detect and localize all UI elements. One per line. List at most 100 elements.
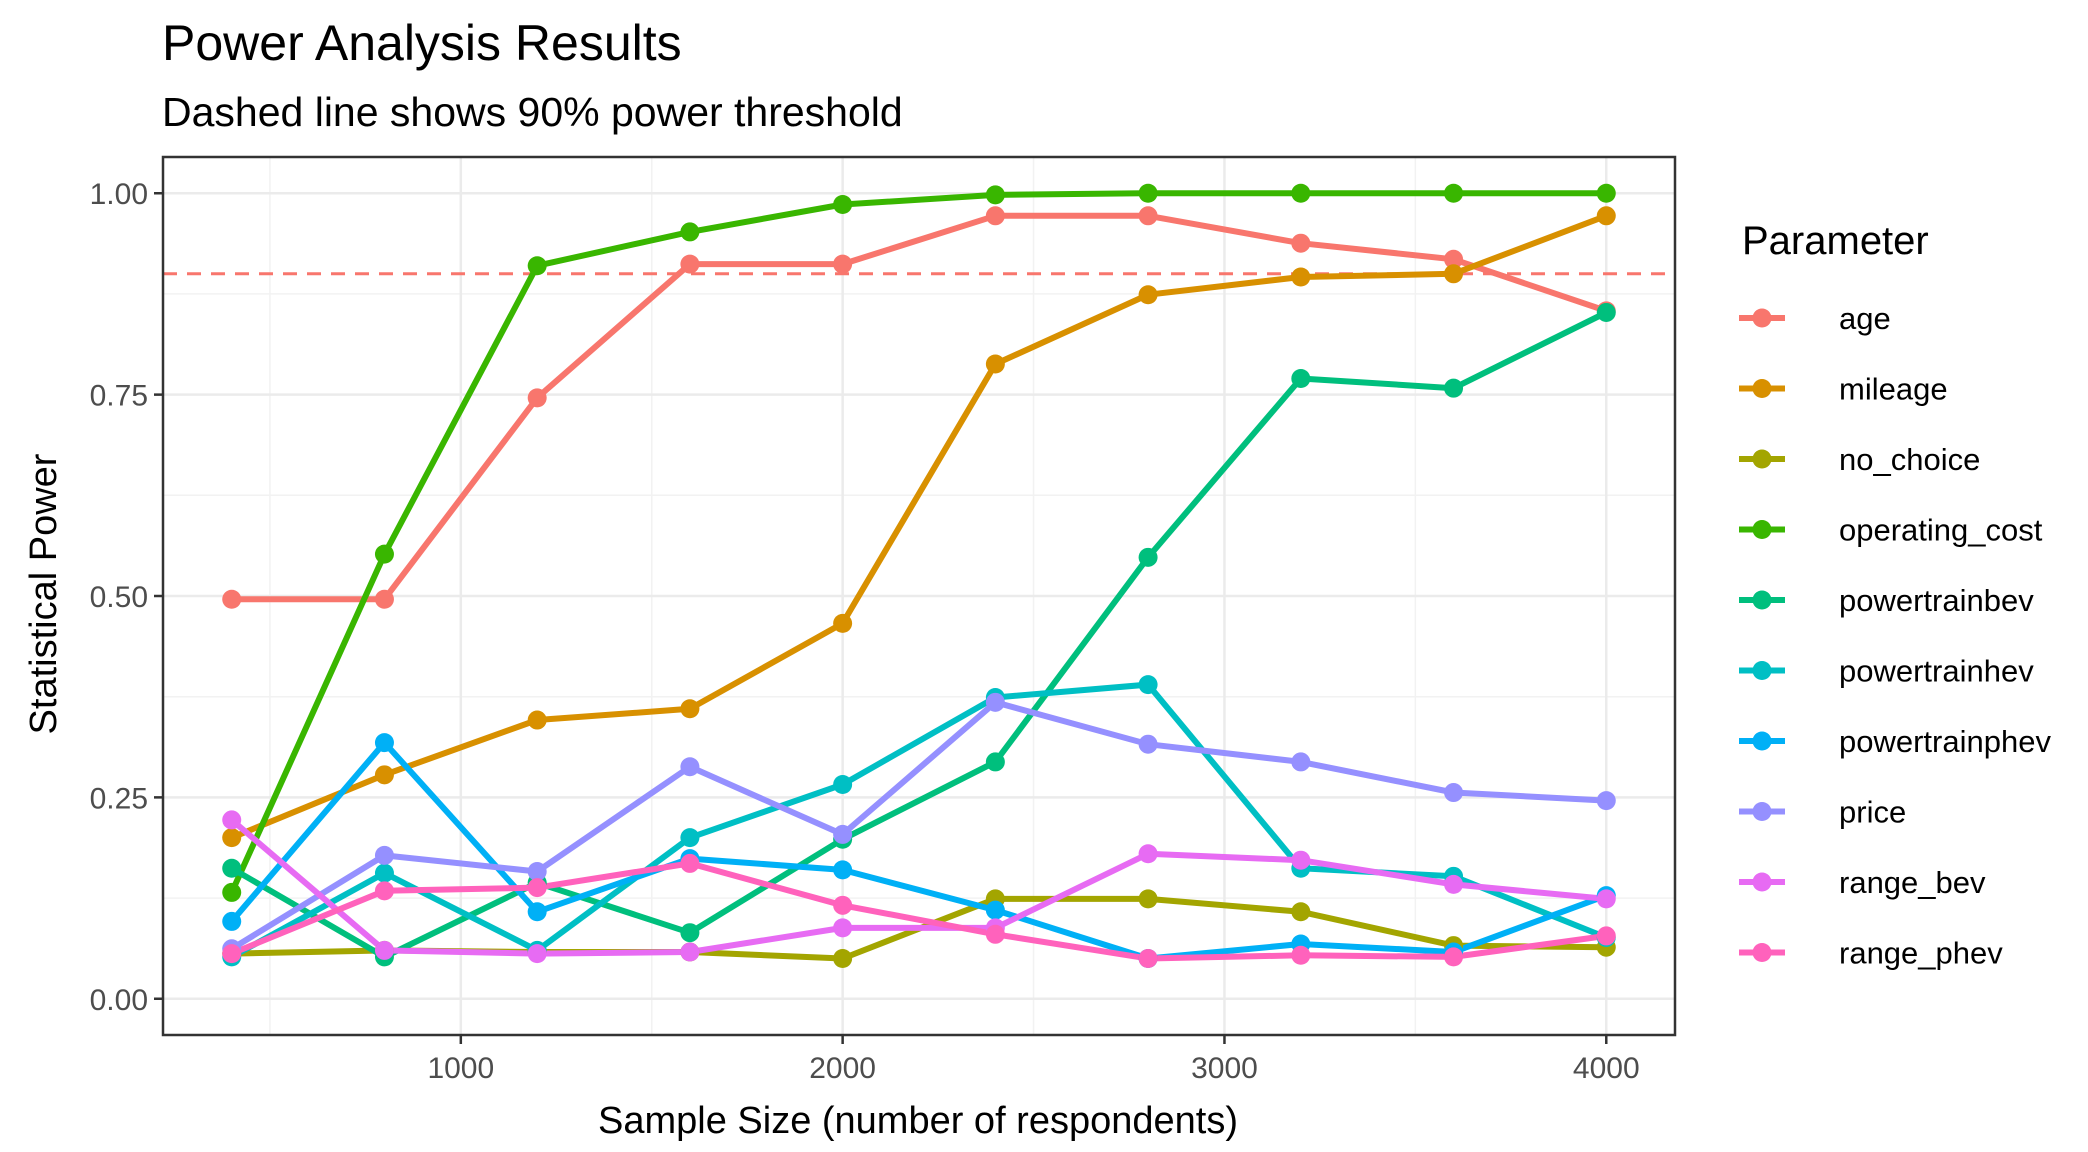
y-axis-label: Statistical Power: [23, 453, 65, 734]
data-point-powertrainhev: [374, 863, 394, 883]
data-point-powertrainbev: [680, 923, 700, 943]
data-point-mileage: [1138, 285, 1158, 305]
data-point-price: [1444, 783, 1464, 803]
y-tick-label: 0.25: [90, 782, 148, 815]
data-point-range_phev: [1596, 926, 1616, 946]
data-point-range_bev: [1596, 889, 1616, 909]
data-point-age: [1444, 249, 1464, 269]
data-point-range_phev: [527, 878, 547, 898]
data-point-powertrainbev: [1138, 547, 1158, 567]
legend-key-point-powertrainbev: [1752, 590, 1772, 610]
legend-label-age: age: [1839, 301, 1891, 336]
y-tick-label: 0.00: [90, 984, 148, 1017]
data-point-range_bev: [680, 942, 700, 962]
plot-area: 0.00 0.25 0.50 0.75 1.00 1000 2000 3000 4000: [90, 155, 1677, 1085]
legend: Parameter age mileage no_choice operating_c…: [1739, 219, 2051, 971]
series-line-powertrainphev: [228, 739, 1610, 962]
data-point-age: [1138, 206, 1158, 226]
legend-key-point-price: [1752, 802, 1772, 821]
data-point-operating_cost: [1291, 183, 1311, 203]
data-point-range_phev: [985, 924, 1005, 944]
data-point-operating_cost: [374, 544, 394, 564]
data-point-price: [1138, 734, 1158, 754]
data-point-price: [1596, 791, 1616, 811]
data-point-age: [985, 206, 1005, 226]
data-point-powertrainbev: [1596, 302, 1616, 322]
series-line-range_phev: [228, 860, 1610, 962]
data-point-mileage: [833, 613, 853, 633]
legend-label-operating_cost: operating_cost: [1839, 513, 2043, 548]
legend-key-point-operating_cost: [1752, 520, 1772, 539]
series-line-price: [228, 699, 1610, 952]
data-point-powertrainphev: [833, 860, 853, 880]
data-point-operating_cost: [1596, 183, 1616, 203]
data-point-range_phev: [680, 853, 700, 873]
data-point-age: [222, 589, 242, 609]
data-point-mileage: [1291, 267, 1311, 287]
data-point-price: [527, 861, 547, 881]
data-point-age: [374, 589, 394, 609]
data-point-operating_cost: [222, 882, 242, 902]
data-point-price: [1291, 752, 1311, 772]
data-point-range_phev: [1138, 948, 1158, 968]
data-point-range_bev: [833, 918, 853, 938]
data-point-powertrainhev: [833, 774, 853, 794]
data-point-powertrainhev: [1138, 675, 1158, 695]
legend-label-powertrainhev: powertrainhev: [1839, 654, 2034, 689]
data-point-mileage: [374, 765, 394, 785]
y-tick-label: 1.00: [90, 178, 148, 211]
chart-title: Power Analysis Results: [162, 15, 682, 71]
data-point-operating_cost: [985, 185, 1005, 205]
data-point-powertrainhev: [680, 828, 700, 848]
legend-key-point-no_choice: [1752, 449, 1772, 469]
data-point-mileage: [1596, 206, 1616, 226]
data-point-operating_cost: [1138, 183, 1158, 203]
series-line-operating_cost: [228, 190, 1610, 896]
data-point-range_phev: [222, 944, 242, 964]
legend-label-powertrainbev: powertrainbev: [1839, 583, 2034, 618]
x-tick-label: 2000: [809, 1052, 876, 1085]
data-point-price: [680, 757, 700, 777]
data-point-powertrainbev: [1444, 378, 1464, 398]
data-point-powertrainbev: [985, 752, 1005, 772]
legend-key-point-mileage: [1752, 379, 1772, 398]
data-point-mileage: [680, 699, 700, 719]
legend-key-point-powertrainphev: [1752, 731, 1772, 751]
data-point-range_bev: [1291, 850, 1311, 870]
data-point-operating_cost: [1444, 183, 1464, 203]
series-line-powertrainbev: [228, 309, 1610, 960]
data-point-powertrainphev: [985, 900, 1005, 920]
series-line-mileage: [228, 212, 1610, 841]
data-point-age: [1291, 233, 1311, 253]
data-point-range_bev: [374, 940, 394, 960]
data-point-price: [833, 824, 853, 844]
data-point-mileage: [985, 354, 1005, 374]
data-point-mileage: [222, 828, 242, 848]
data-point-powertrainphev: [374, 733, 394, 753]
data-point-age: [680, 254, 700, 274]
data-point-mileage: [1444, 264, 1464, 284]
data-point-price: [374, 845, 394, 865]
legend-key-point-age: [1752, 308, 1772, 328]
x-tick-label: 3000: [1191, 1052, 1258, 1085]
legend-label-powertrainphev: powertrainphev: [1839, 724, 2051, 759]
data-point-no_choice: [1138, 889, 1158, 909]
data-point-range_phev: [1291, 945, 1311, 965]
data-point-range_bev: [222, 810, 242, 830]
legend-label-range_phev: range_phev: [1839, 936, 2003, 971]
data-point-operating_cost: [833, 195, 853, 215]
series-line-range_bev: [228, 816, 1610, 957]
data-point-mileage: [527, 710, 547, 730]
data-point-no_choice: [833, 948, 853, 968]
legend-label-range_bev: range_bev: [1839, 865, 1986, 900]
data-point-operating_cost: [680, 222, 700, 242]
data-point-powertrainbev: [222, 858, 242, 878]
x-tick-label: 1000: [427, 1052, 494, 1085]
legend-key-point-range_bev: [1752, 872, 1772, 892]
x-tick-label: 4000: [1573, 1052, 1640, 1085]
data-point-powertrainphev: [527, 902, 547, 922]
data-point-age: [833, 254, 853, 274]
data-point-range_bev: [1138, 844, 1158, 864]
